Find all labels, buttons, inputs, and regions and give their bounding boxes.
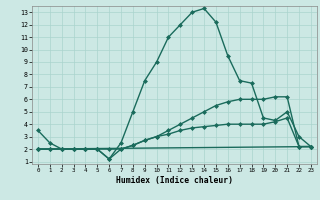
X-axis label: Humidex (Indice chaleur): Humidex (Indice chaleur) [116,176,233,185]
